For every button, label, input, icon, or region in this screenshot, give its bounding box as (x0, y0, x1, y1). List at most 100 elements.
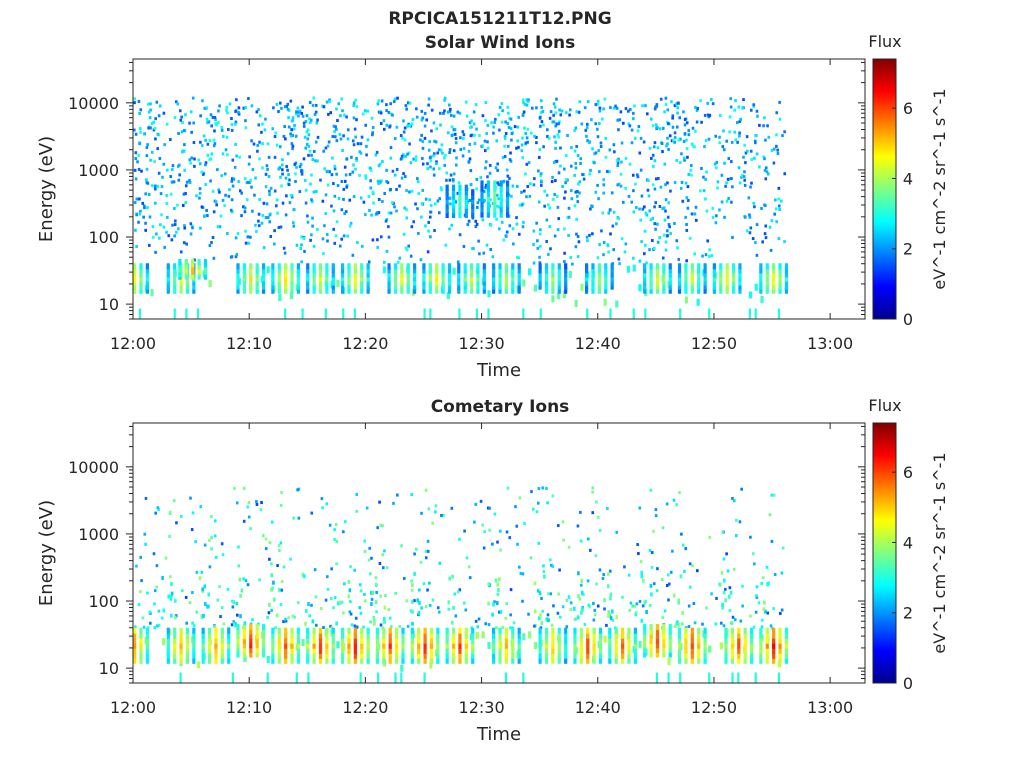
flux-cell (760, 207, 763, 211)
flux-cell (539, 308, 542, 319)
flux-cell (752, 103, 755, 107)
flux-cell (639, 136, 643, 140)
flux-cell (719, 113, 722, 117)
flux-cell (719, 642, 723, 650)
flux-cell (429, 210, 432, 214)
flux-cell (614, 642, 618, 649)
flux-cell (292, 127, 296, 131)
flux-cell (458, 632, 462, 639)
flux-cell (759, 627, 763, 634)
flux-cell (784, 283, 789, 290)
flux-cell (117, 622, 120, 626)
flux-cell (134, 157, 138, 161)
flux-cell (658, 127, 662, 131)
flux-cell (400, 283, 404, 290)
flux-cell (189, 161, 192, 165)
flux-cell (133, 128, 136, 132)
flux-cell (195, 194, 198, 198)
flux-cell (598, 121, 601, 125)
flux-cell (435, 283, 439, 290)
flux-cell (146, 591, 149, 595)
flux-cell (573, 647, 577, 654)
flux-cell (146, 206, 149, 210)
flux-cell (508, 224, 512, 228)
flux-cell (408, 142, 411, 146)
flux-cell (151, 225, 155, 229)
flux-cell (731, 275, 736, 282)
flux-cell (669, 189, 672, 193)
flux-cell (420, 511, 423, 515)
flux-cell (553, 135, 556, 139)
flux-cell (725, 271, 729, 278)
flux-cell (693, 252, 696, 256)
flux-cell (672, 138, 675, 142)
flux-cell (290, 263, 294, 270)
flux-cell (496, 181, 500, 185)
flux-cell (721, 530, 724, 534)
flux-cell (287, 183, 291, 187)
flux-cell (409, 254, 413, 258)
flux-cell (185, 637, 190, 644)
flux-cell (538, 147, 542, 151)
flux-cell (162, 608, 166, 613)
flux-cell (305, 142, 309, 146)
flux-cell (471, 627, 475, 634)
flux-cell (712, 275, 716, 282)
flux-cell (545, 218, 549, 222)
flux-cell (360, 632, 364, 639)
flux-cell (424, 224, 427, 228)
flux-cell (580, 610, 583, 615)
flux-cell (723, 215, 726, 219)
flux-cell (374, 576, 378, 580)
flux-cell (385, 168, 388, 172)
flux-cell (205, 106, 208, 110)
flux-cell (451, 642, 456, 649)
flux-cell (213, 534, 217, 538)
flux-cell (426, 588, 429, 592)
flux-cell (548, 206, 552, 210)
flux-cell (145, 275, 149, 282)
flux-cell (245, 181, 249, 185)
flux-cell (429, 155, 432, 159)
flux-cell (592, 632, 596, 639)
flux-cell (485, 132, 488, 136)
flux-cell (644, 211, 648, 215)
flux-cell (706, 239, 710, 243)
flux-cell (711, 215, 715, 219)
flux-cell (230, 128, 234, 132)
flux-cell (178, 173, 181, 177)
flux-cell (166, 627, 170, 634)
flux-cell (746, 149, 749, 153)
flux-cell (759, 275, 763, 282)
flux-cell (410, 637, 414, 644)
flux-cell (764, 166, 768, 170)
flux-cell (529, 131, 533, 135)
flux-cell (660, 142, 664, 146)
flux-cell (445, 647, 449, 654)
flux-cell (598, 647, 603, 654)
flux-cell (410, 642, 414, 649)
flux-cell (410, 579, 413, 583)
flux-cell (624, 156, 628, 160)
flux-cell (314, 110, 318, 114)
flux-cell (294, 172, 297, 176)
flux-cell (690, 283, 694, 290)
flux-cell (486, 185, 490, 192)
flux-cell (271, 275, 275, 282)
flux-cell (395, 637, 399, 644)
flux-cell (511, 184, 515, 188)
flux-cell (208, 157, 212, 161)
flux-cell (231, 672, 234, 683)
flux-cell (393, 205, 396, 209)
flux-cell (315, 190, 318, 194)
flux-cell (655, 651, 660, 658)
flux-cell (175, 230, 178, 234)
flux-cell (456, 191, 460, 195)
flux-cell (269, 235, 273, 239)
flux-cell (314, 595, 318, 599)
flux-cell (353, 287, 357, 294)
flux-cell (555, 122, 559, 126)
flux-cell (214, 642, 218, 649)
flux-cell (784, 632, 789, 639)
flux-cell (257, 212, 261, 216)
